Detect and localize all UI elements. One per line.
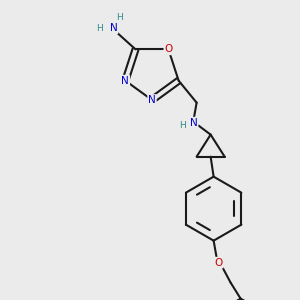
Text: H: H <box>116 13 123 22</box>
Text: N: N <box>122 76 129 86</box>
Text: N: N <box>110 23 117 33</box>
Text: H: H <box>179 121 186 130</box>
Text: N: N <box>148 95 156 105</box>
Text: H: H <box>96 24 103 33</box>
Text: N: N <box>190 118 197 128</box>
Text: O: O <box>214 258 223 268</box>
Text: O: O <box>164 44 172 54</box>
